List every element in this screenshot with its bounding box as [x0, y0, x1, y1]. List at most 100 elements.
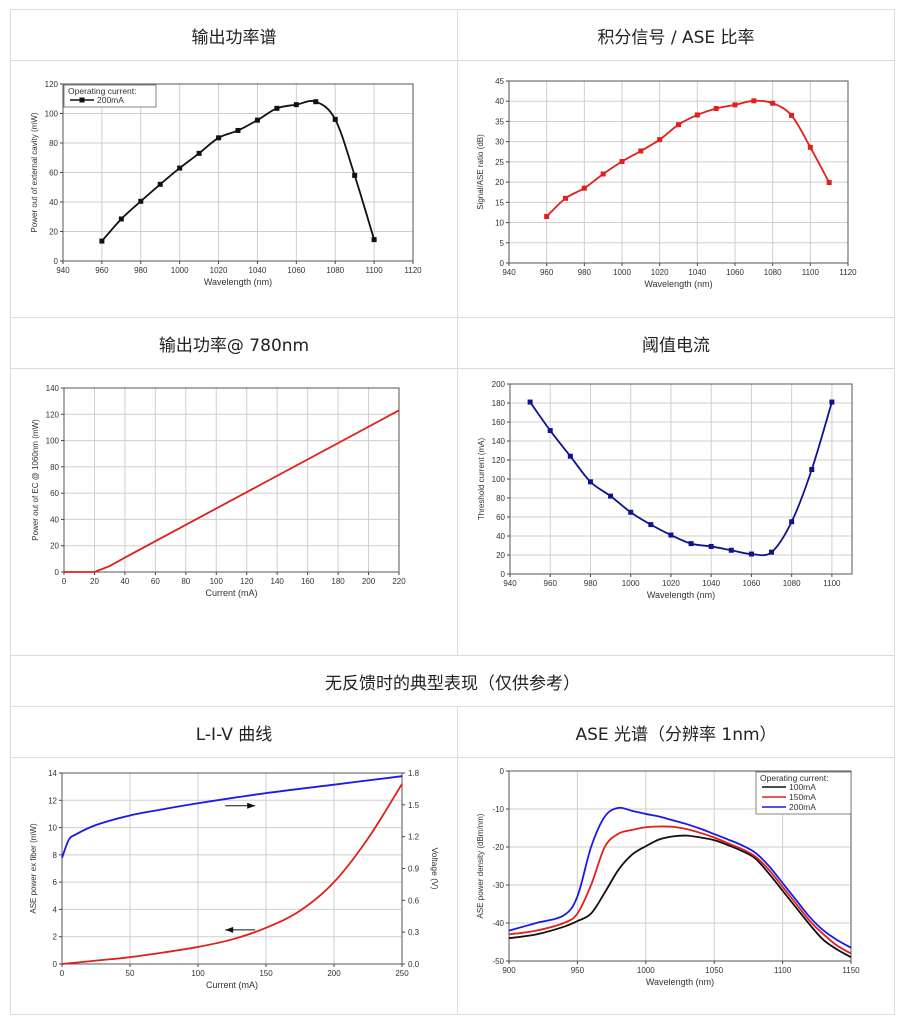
y-tick-label: 120 — [492, 456, 506, 465]
x-tick-label: 120 — [240, 577, 254, 586]
data-point — [807, 144, 813, 150]
x-tick-label: 180 — [331, 577, 345, 586]
y-tick-label: 120 — [46, 410, 60, 419]
plot-frame — [508, 80, 849, 264]
legend-label: 150mA — [789, 792, 816, 802]
x-tick-label: 60 — [151, 577, 160, 586]
legend-label: 200mA — [97, 95, 124, 105]
data-point — [235, 127, 241, 133]
x-tick-label: 1150 — [842, 966, 860, 975]
y-tick-label: 10 — [495, 219, 504, 228]
y-tick-label: 20 — [50, 542, 59, 551]
data-point — [177, 165, 183, 171]
data-point — [600, 171, 606, 177]
x-axis-label: Wavelength (nm) — [646, 977, 714, 987]
x-tick-label: 80 — [181, 577, 190, 586]
y-tick-label: 25 — [495, 158, 504, 167]
x-axis-label: Wavelength (nm) — [644, 279, 712, 289]
y-tick-label: 4 — [53, 905, 58, 914]
legend: Operating current:200mA — [63, 84, 157, 108]
x-tick-label: 1000 — [622, 579, 640, 588]
data-point — [708, 543, 714, 549]
x-tick-label: 1020 — [662, 579, 680, 588]
y-tick-label: 45 — [495, 77, 504, 86]
x-tick-label: 900 — [502, 966, 516, 975]
section-title-no-feedback: 无反馈时的典型表现（仅供参考） — [10, 655, 895, 707]
x-tick-label: 1020 — [651, 268, 669, 277]
cell-title-output-power: 输出功率@ 780nm — [10, 317, 458, 369]
cell-title-signal-ase-ratio: 积分信号 / ASE 比率 — [457, 9, 895, 61]
y-tick-label: 15 — [495, 198, 504, 207]
y-tick-label: 0 — [500, 767, 505, 776]
chart-signal-ase-ratio: 940 960 980 1000 1020 1040 1060 1080 1100 1120051… — [476, 77, 857, 289]
x-tick-label: 1120 — [839, 268, 857, 277]
series-line-100mA — [508, 834, 852, 958]
y-tick-label: -10 — [492, 805, 504, 814]
x-tick-label: 1060 — [726, 268, 744, 277]
data-point — [809, 467, 815, 472]
x-tick-label: 50 — [126, 969, 135, 978]
data-point — [619, 158, 625, 164]
x-tick-label: 100 — [210, 577, 224, 586]
data-point — [196, 150, 202, 156]
y-tick-label: 35 — [495, 117, 504, 126]
y-tick-label: -30 — [492, 881, 504, 890]
y2-tick-label: 0.0 — [408, 960, 420, 969]
data-point — [527, 399, 533, 405]
x-tick-label: 940 — [502, 268, 516, 277]
y-tick-label: 20 — [49, 228, 58, 237]
x-tick-label: 1000 — [613, 268, 631, 277]
y-tick-label: 8 — [53, 851, 58, 860]
y-tick-label: 100 — [45, 110, 59, 119]
x-tick-label: 980 — [578, 268, 592, 277]
y-tick-label: 12 — [48, 796, 57, 805]
x-tick-label: 20 — [90, 577, 99, 586]
data-point — [99, 238, 105, 244]
legend-label: 200mA — [789, 802, 816, 812]
y-tick-label: 14 — [48, 769, 57, 778]
y-tick-label: 20 — [495, 178, 504, 187]
legend-title: Operating current: — [68, 86, 137, 96]
y-axis-label: ASE power density (dBm/nm) — [476, 813, 485, 918]
y-tick-label: 80 — [50, 463, 59, 472]
series-line-150mA — [508, 825, 852, 955]
data-point — [638, 148, 644, 154]
data-point — [563, 195, 568, 201]
x-tick-label: 1040 — [702, 579, 720, 588]
y2-tick-label: 1.5 — [408, 801, 420, 810]
data-point — [751, 98, 757, 104]
plot-frame — [61, 772, 403, 965]
y-axis-label: Power out of EC @ 1060nm (mW) — [31, 419, 40, 541]
y-tick-label: 140 — [492, 437, 506, 446]
x-tick-label: 150 — [259, 969, 273, 978]
x-tick-label: 0 — [62, 577, 67, 586]
series-line-Power — [61, 783, 403, 965]
chart-liv-curve: 0 50 100 150 200 250 0 2 4 6 8 10 12 14 0.0 0.3 0.6 0.9 1.… — [29, 769, 440, 990]
y-tick-label: 140 — [46, 384, 60, 393]
y-tick-label: 20 — [496, 551, 505, 560]
cell-title-output-spectrum: 输出功率谱 — [10, 9, 458, 61]
y2-axis-label: Voltage (V) — [430, 847, 440, 889]
x-tick-label: 1020 — [210, 266, 228, 275]
y-tick-label: 60 — [49, 169, 58, 178]
y-tick-label: 200 — [492, 380, 506, 389]
x-tick-label: 960 — [544, 579, 558, 588]
data-point — [567, 453, 573, 459]
y-tick-label: 180 — [492, 399, 506, 408]
legend-label: 100mA — [789, 782, 816, 792]
y-tick-label: 60 — [496, 513, 505, 522]
y2-tick-label: 1.8 — [408, 769, 420, 778]
series-line-Voltage — [61, 775, 403, 859]
y-tick-label: 40 — [49, 198, 58, 207]
x-axis-label: Wavelength (nm) — [647, 590, 715, 600]
plot-frame — [508, 770, 852, 962]
chart-output-power: 0 20 40 60 80 100 120 140 160 180 200 220 0 20 40 60 80 1… — [31, 384, 406, 598]
y-tick-label: 160 — [492, 418, 506, 427]
x-tick-label: 1100 — [823, 579, 841, 588]
x-tick-label: 1080 — [783, 579, 801, 588]
x-tick-label: 980 — [584, 579, 598, 588]
data-point — [769, 549, 775, 555]
data-point — [254, 117, 260, 123]
x-tick-label: 1050 — [705, 966, 723, 975]
x-tick-label: 250 — [395, 969, 409, 978]
